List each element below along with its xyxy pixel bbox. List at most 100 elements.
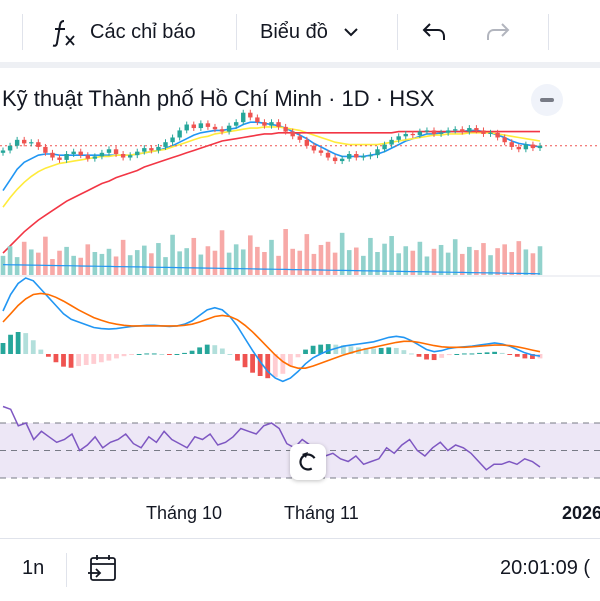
volume-bar: [304, 234, 310, 275]
candle: [50, 152, 55, 158]
volume-bar: [459, 253, 465, 275]
volume-bar: [134, 250, 140, 275]
candle: [149, 148, 154, 151]
volume-bar: [198, 254, 204, 275]
candle: [488, 132, 493, 134]
candle: [467, 128, 472, 132]
macd-histogram-bar: [310, 345, 316, 354]
volume-bar: [452, 239, 458, 275]
reset-chart-button[interactable]: [290, 444, 326, 480]
chart-type-button[interactable]: Biểu đồ: [260, 10, 360, 54]
volume-bar: [113, 256, 119, 275]
candle: [290, 131, 295, 137]
volume-bar: [368, 237, 373, 275]
reset-icon: [299, 452, 316, 471]
candle: [318, 150, 324, 153]
volume-bar: [353, 247, 359, 275]
macd-histogram-bar: [53, 354, 59, 363]
candle: [233, 122, 239, 126]
macd-histogram-bar: [91, 354, 97, 364]
macd-line: [2, 277, 541, 383]
volume-pane: [0, 229, 600, 277]
redo-button[interactable]: [484, 10, 512, 54]
interval-button[interactable]: 1n: [22, 557, 45, 579]
volume-bar: [509, 252, 515, 275]
macd-histogram-bar: [129, 354, 134, 355]
macd-histogram-bar: [295, 354, 301, 358]
candle: [396, 136, 401, 140]
toolbar-separator: [548, 14, 549, 50]
macd-histogram-bar: [280, 354, 286, 374]
volume-bar: [99, 253, 105, 275]
candle: [269, 122, 274, 126]
volume-bar: [424, 256, 430, 275]
candle: [191, 124, 196, 129]
macd-histogram-bar: [431, 354, 437, 361]
candle: [460, 129, 465, 132]
macd-histogram-bar: [182, 352, 187, 354]
volume-bar: [0, 255, 6, 275]
volume-bar: [233, 244, 239, 275]
candle: [156, 146, 161, 151]
volume-bar: [290, 248, 295, 275]
macd-histogram-bar: [144, 353, 150, 355]
volume-bar: [431, 248, 437, 275]
candle: [198, 123, 204, 129]
volume-bar: [50, 259, 55, 275]
candle: [29, 142, 34, 144]
macd-histogram-bar: [265, 354, 271, 379]
chevron-down-icon: [344, 28, 358, 37]
volume-bar: [219, 230, 225, 275]
volume-bar: [248, 235, 253, 275]
candle: [255, 117, 260, 123]
macd-histogram-bar: [492, 351, 498, 354]
volume-bar: [14, 257, 20, 275]
volume-bar: [106, 248, 112, 275]
volume-bar: [142, 245, 147, 275]
candle: [332, 157, 338, 162]
toolbar-divider: [0, 62, 600, 68]
moving-average-line: [2, 126, 541, 208]
volume-bar: [502, 244, 507, 275]
toolbar-separator: [236, 14, 237, 50]
candle: [509, 142, 514, 147]
macd-histogram-bar: [461, 353, 467, 355]
macd-histogram-bar: [45, 354, 51, 357]
volume-bar: [318, 244, 324, 275]
macd-histogram-bar: [288, 354, 293, 367]
volume-bar: [177, 251, 182, 275]
macd-histogram-bar: [189, 350, 195, 354]
indicators-button[interactable]: Các chỉ báo: [50, 10, 196, 54]
volume-bar: [43, 236, 48, 275]
macd-histogram-bar: [522, 354, 528, 359]
candle: [502, 137, 507, 143]
date-range-button[interactable]: [86, 551, 120, 590]
macd-histogram-bar: [114, 354, 119, 359]
macd-histogram-bar: [499, 352, 505, 354]
macd-histogram-bar: [363, 347, 369, 354]
indicators-label: Các chỉ báo: [90, 20, 196, 43]
macd-histogram-bar: [477, 352, 482, 354]
candle: [431, 130, 437, 134]
candle: [226, 125, 232, 132]
macd-histogram-bar: [242, 354, 248, 368]
candle: [424, 130, 430, 132]
volume-bar: [240, 249, 246, 275]
macd-histogram-bar: [38, 349, 44, 354]
macd-histogram-bar: [219, 348, 225, 354]
candle: [85, 155, 90, 159]
volume-bar: [375, 252, 380, 275]
x-axis-label: Tháng 10: [146, 503, 223, 523]
volume-bar: [311, 253, 317, 275]
clock-time[interactable]: 20:01:09 (: [500, 557, 591, 579]
candle: [113, 149, 119, 154]
chart-type-label: Biểu đồ: [260, 20, 328, 43]
candle: [0, 150, 6, 153]
legend-collapse-button[interactable]: [531, 84, 563, 116]
volume-bar: [36, 252, 41, 275]
function-icon: [52, 20, 75, 47]
undo-button[interactable]: [420, 10, 448, 54]
candle: [453, 129, 458, 131]
volume-bar: [297, 250, 303, 275]
macd-histogram-bar: [340, 345, 346, 354]
